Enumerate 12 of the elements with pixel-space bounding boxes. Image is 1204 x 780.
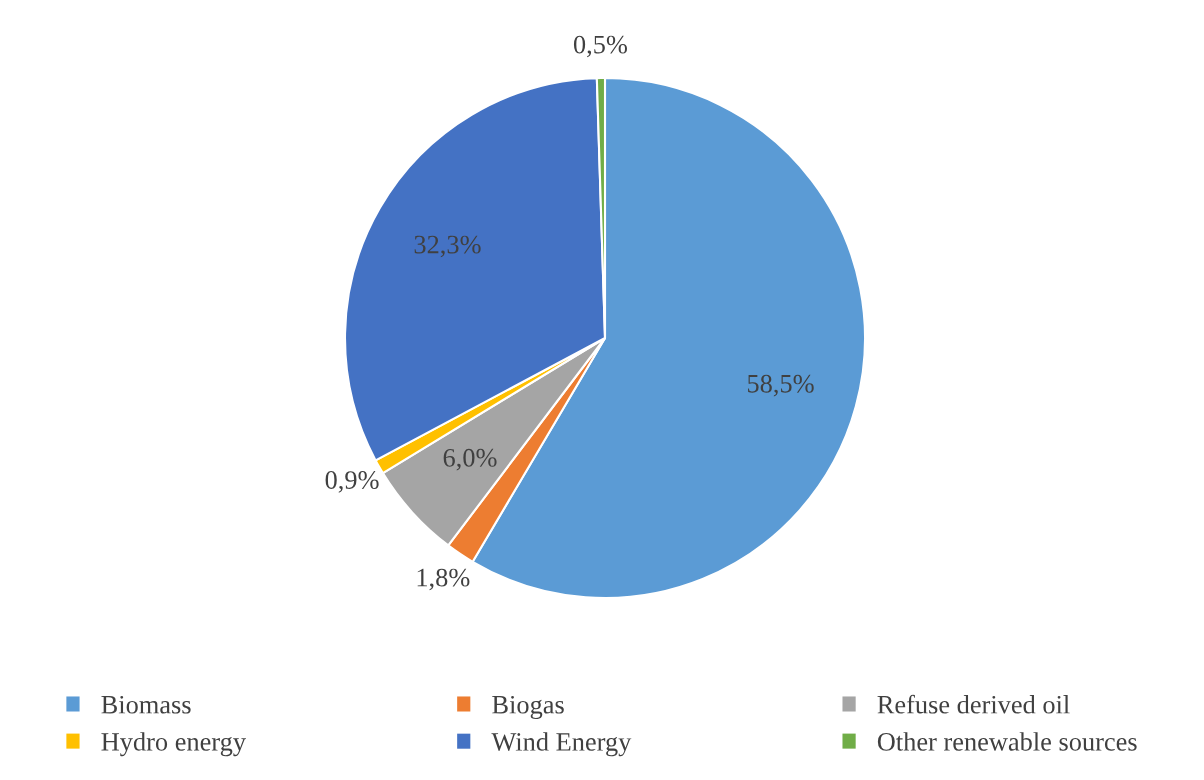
- legend-label: Wind Energy: [491, 732, 632, 757]
- data-label: 1,8%: [417, 568, 470, 591]
- legend-label: Other renewable sources: [877, 732, 1137, 751]
- legend-label: Refuse derived oil: [877, 694, 1070, 714]
- legend-label: Biogas: [492, 695, 564, 720]
- data-label: 58,5%: [748, 374, 814, 397]
- data-label: 32,3%: [414, 235, 481, 258]
- data-label: 0,5%: [573, 35, 628, 58]
- legend-label: Biomass: [101, 695, 191, 714]
- legend-label: Hydro energy: [101, 732, 246, 757]
- data-label: 0,9%: [325, 471, 379, 493]
- data-label: 6,0%: [443, 448, 497, 471]
